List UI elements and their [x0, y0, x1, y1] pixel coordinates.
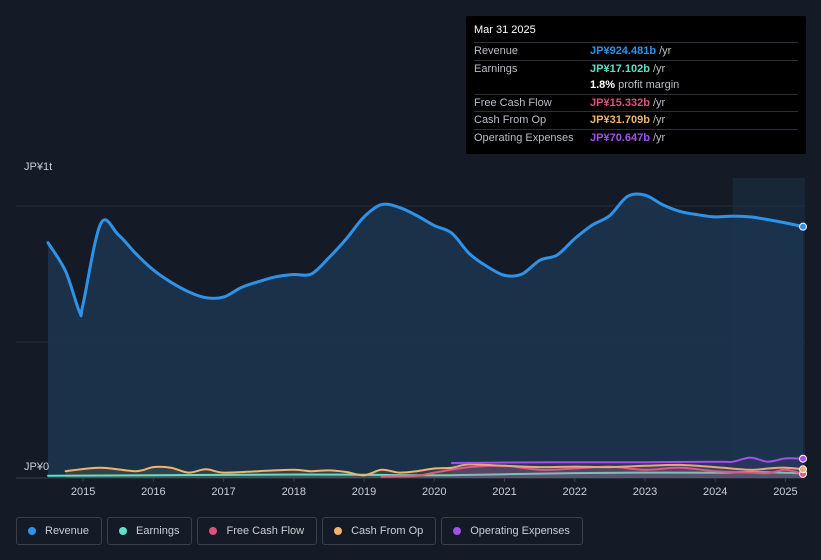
tooltip-row-value: JP¥924.481b /yr [590, 45, 672, 58]
tooltip-row-value: JP¥17.102b /yr [590, 62, 666, 75]
cash-from-op-line [64, 463, 804, 477]
tooltip-row: Operating Expenses JP¥70.647b /yr [474, 128, 798, 147]
legend-label: Revenue [45, 525, 90, 537]
y-axis-label-bottom: JP¥0 [24, 461, 49, 473]
tooltip-row-label: Free Cash Flow [474, 96, 552, 109]
free-cash-flow-area [381, 465, 803, 478]
x-tick-label: 2018 [282, 486, 306, 498]
chart-legend: Revenue Earnings Free Cash Flow Cash From O… [16, 517, 583, 545]
tooltip-date: Mar 31 2025 [474, 24, 536, 36]
earnings-line [47, 470, 804, 477]
legend-item-earnings[interactable]: Earnings [107, 517, 193, 545]
x-axis-ticks: 2015 2016 2017 2018 2019 2020 2021 2022 2023 2024… [71, 478, 798, 498]
tooltip-row: Revenue JP¥924.481b /yr [474, 42, 798, 60]
tooltip-row: Cash From Op JP¥31.709b /yr [474, 111, 798, 129]
tooltip-row-value: JP¥70.647b /yr [590, 131, 666, 144]
legend-item-free-cash-flow[interactable]: Free Cash Flow [197, 517, 318, 545]
revenue-end-point [799, 222, 807, 231]
operating-expenses-line [450, 456, 804, 464]
tooltip-row: Free Cash Flow JP¥15.332b /yr [474, 93, 798, 112]
tooltip-rows: Revenue JP¥924.481b /yr Earnings JP¥17.102b… [474, 42, 798, 146]
legend-dot-icon [119, 527, 128, 535]
x-tick-label: 2016 [141, 486, 165, 498]
legend-dot-icon [334, 527, 343, 535]
legend-label: Cash From Op [351, 525, 424, 537]
tooltip-row: 1.8% profit margin [474, 77, 798, 94]
tooltip-row-value: JP¥15.332b /yr [590, 96, 666, 109]
legend-label: Earnings [136, 525, 180, 537]
tooltip-row-label: Cash From Op [474, 114, 547, 127]
tooltip-row-label: Operating Expenses [474, 131, 574, 144]
x-tick-label: 2024 [703, 486, 727, 498]
revenue-area [48, 194, 803, 479]
revenue-line [46, 192, 805, 318]
y-axis-label-top: JP¥1t [24, 161, 52, 173]
operating-expenses-end-point [799, 454, 807, 463]
tooltip-row-value: JP¥31.709b /yr [590, 114, 666, 127]
x-tick-label: 2022 [563, 486, 587, 498]
tooltip-row: Earnings JP¥17.102b /yr [474, 59, 798, 78]
legend-dot-icon [209, 527, 218, 535]
x-tick-label: 2017 [211, 486, 235, 498]
tooltip-row-label: Revenue [474, 45, 519, 58]
legend-label: Free Cash Flow [226, 525, 305, 537]
x-tick-label: 2021 [492, 486, 516, 498]
x-tick-label: 2015 [71, 486, 95, 498]
cash-from-op-end-point [799, 465, 807, 474]
x-tick-label: 2025 [773, 486, 797, 498]
legend-item-cash-from-op[interactable]: Cash From Op [322, 517, 437, 545]
legend-item-operating-expenses[interactable]: Operating Expenses [441, 517, 583, 545]
chart-series [46, 192, 807, 479]
x-tick-label: 2020 [422, 486, 446, 498]
legend-dot-icon [453, 527, 462, 535]
legend-label: Operating Expenses [470, 525, 570, 537]
legend-dot-icon [28, 527, 36, 535]
data-tooltip: Mar 31 2025 Revenue JP¥924.481b /yr Earnin… [466, 16, 806, 154]
x-tick-label: 2019 [352, 486, 376, 498]
tooltip-row-value: 1.8% profit margin [590, 79, 680, 92]
x-tick-label: 2023 [633, 486, 657, 498]
legend-item-revenue[interactable]: Revenue [16, 517, 103, 545]
tooltip-row-label: Earnings [474, 62, 518, 75]
